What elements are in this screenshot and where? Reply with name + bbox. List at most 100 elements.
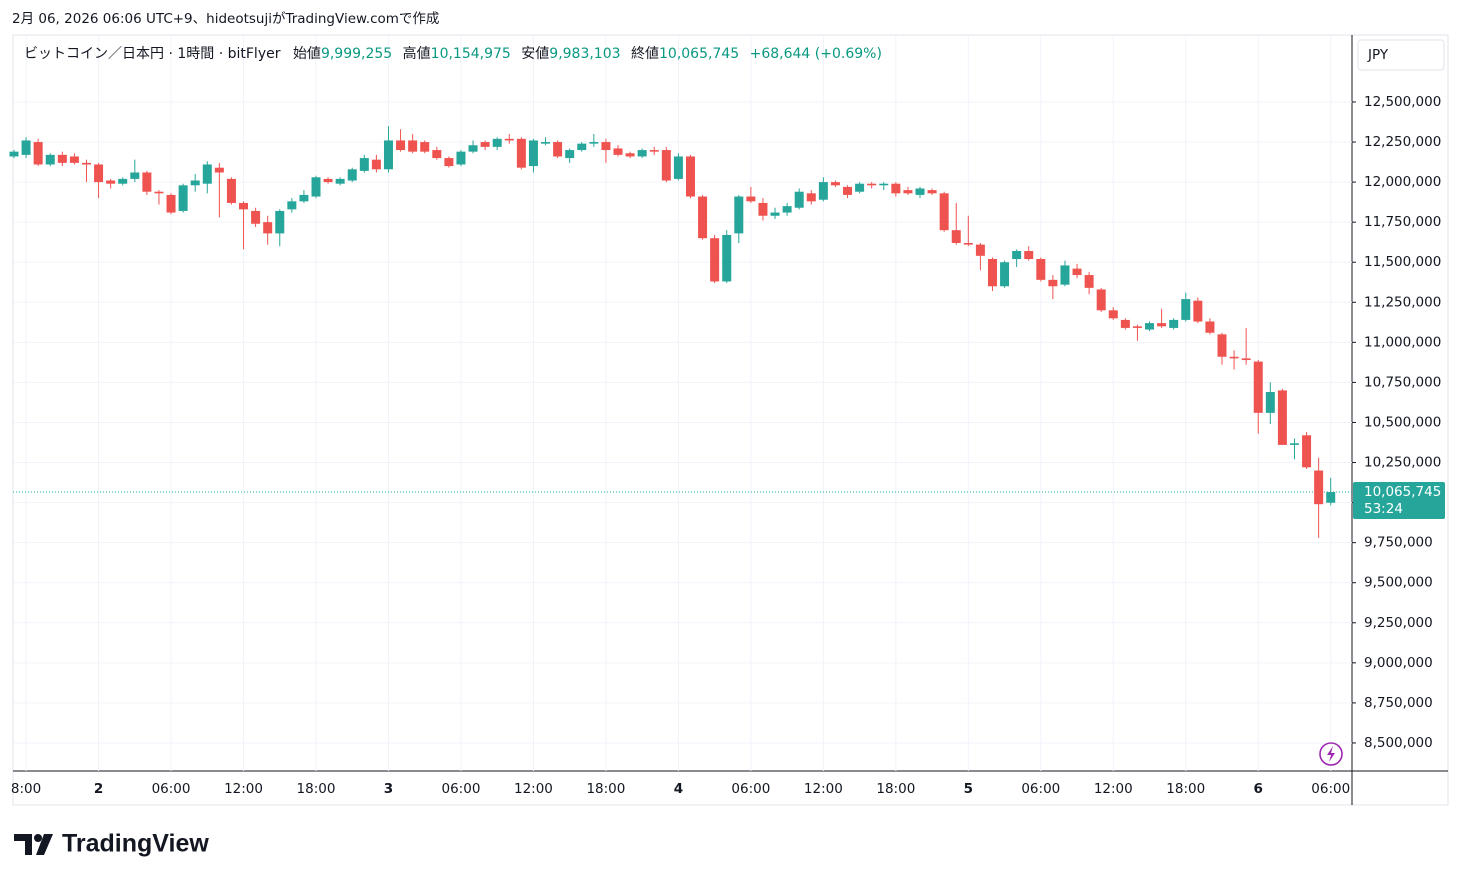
candle-body [528,140,538,167]
y-tick-label: 11,500,000 [1364,254,1441,270]
candle-body [57,154,67,163]
candle-body [251,210,261,224]
candle-body [649,150,659,152]
candle-body [1157,323,1167,327]
candle-body [1314,470,1324,505]
candle-body [939,193,949,231]
candle-body [1193,300,1203,322]
candle-body [1289,443,1299,445]
candle-body [347,169,357,181]
candle-body [154,191,164,194]
x-tick-label: 3 [384,781,393,797]
x-tick-label: 06:00 [152,781,191,797]
candle-body [794,191,804,208]
candle-body [891,183,901,194]
candle-body [1084,275,1094,288]
candle-body [408,140,418,152]
low-value: 9,983,103 [549,46,620,62]
high-value: 10,154,975 [431,46,511,62]
candle-body [1024,251,1034,260]
candle-body [685,156,695,197]
candle-body [1145,323,1155,330]
candle-body [770,212,780,216]
x-tick-label: 06:00 [442,781,481,797]
candle-body [637,150,647,157]
candle-body [202,164,212,184]
candle-body [722,234,732,282]
y-tick-label: 8,500,000 [1364,735,1433,751]
close-value: 10,065,745 [659,46,739,62]
candle-body [1277,390,1287,445]
candle-body [33,142,43,165]
candle-body [541,142,551,144]
candle-body [975,244,985,256]
candle-body [1229,356,1239,359]
candle-body [9,151,19,157]
candle-body [275,210,285,234]
price-badge [1353,482,1445,520]
candle-body [190,180,200,186]
y-tick-label: 10,250,000 [1364,455,1441,471]
x-tick-label: 18:00 [1166,781,1205,797]
candle-body [1181,299,1191,320]
candle-body [239,202,249,210]
candle-body [420,142,430,152]
x-tick-label: 8:00 [11,781,41,797]
candle-body [1072,268,1082,276]
candle-body [673,156,683,179]
candle-body [746,196,756,202]
logo: TradingView [14,830,209,858]
candle-body [818,182,828,200]
y-tick-label: 11,750,000 [1364,214,1441,230]
close-label: 終値 [631,46,659,62]
candle-body [577,143,587,151]
candle-body [565,150,575,159]
open-value: 9,999,255 [321,46,392,62]
candle-body [1000,262,1010,287]
lightning-icon[interactable] [1319,742,1343,766]
x-tick-label: 12:00 [1094,781,1133,797]
candle-body [903,190,913,194]
candle-body [178,185,188,211]
candle-body [758,202,768,216]
candle-body [396,140,406,151]
y-tick-label: 9,000,000 [1364,655,1433,671]
candle-body [1036,259,1046,280]
candle-body [879,183,889,186]
candle-body [613,148,623,155]
candle-body [1169,319,1179,328]
candle-body [698,196,708,239]
candle-body [81,162,91,165]
candle-body [589,142,599,144]
candle-body [166,194,176,213]
candle-body [516,138,526,168]
x-tick-label: 6 [1254,781,1263,797]
candle-body [311,177,321,197]
y-tick-label: 11,000,000 [1364,334,1441,350]
y-tick-label: 12,500,000 [1364,94,1441,110]
candle-body [951,230,961,243]
currency-box[interactable] [1357,39,1445,71]
countdown: 53:24 [1364,501,1403,517]
candle-body [625,153,635,157]
attribution: 2月 06, 2026 06:06 UTC+9、hideotsujiがTradi… [12,11,439,27]
x-tick-label: 12:00 [224,781,263,797]
candle-body [601,142,611,151]
x-tick-label: 12:00 [804,781,843,797]
candle-body [782,206,792,213]
candle-body [456,151,466,165]
logo-text: TradingView [62,830,209,858]
candle-body [1241,358,1251,360]
y-tick-label: 12,000,000 [1364,174,1441,190]
candle-body [371,159,381,170]
candle-body [1108,310,1118,319]
candle-body [94,164,104,183]
x-tick-label: 5 [964,781,973,797]
x-tick-label: 18:00 [297,781,336,797]
candle-body [855,183,865,192]
candle-body [1048,279,1058,287]
frame [12,34,1449,806]
candle-body [1302,435,1312,468]
candle-body [1132,326,1142,328]
